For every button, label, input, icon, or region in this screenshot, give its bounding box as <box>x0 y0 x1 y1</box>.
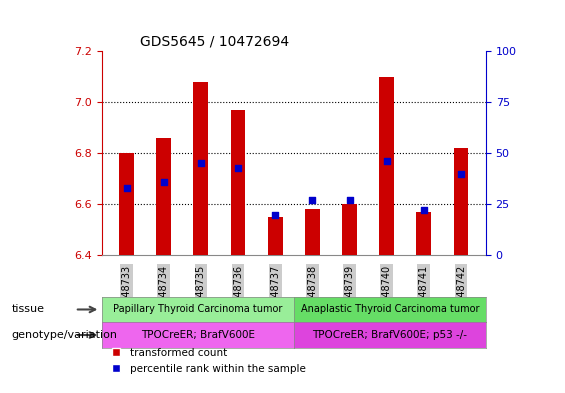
Text: GDS5645 / 10472694: GDS5645 / 10472694 <box>140 35 289 48</box>
Text: TPOCreER; BrafV600E: TPOCreER; BrafV600E <box>141 330 255 340</box>
Bar <box>454 148 468 255</box>
Point <box>159 179 168 185</box>
Point <box>345 197 354 204</box>
Bar <box>379 77 394 255</box>
Point <box>308 197 317 204</box>
Bar <box>231 110 246 255</box>
Bar <box>157 138 171 255</box>
Point <box>122 185 131 191</box>
Point <box>457 171 466 177</box>
Bar <box>119 153 134 255</box>
Text: Anaplastic Thyroid Carcinoma tumor: Anaplastic Thyroid Carcinoma tumor <box>301 305 479 314</box>
Point <box>233 164 242 171</box>
Bar <box>305 209 320 255</box>
Point <box>197 160 206 167</box>
Point <box>419 208 428 214</box>
Point <box>271 211 280 218</box>
Bar <box>268 217 282 255</box>
Text: tissue: tissue <box>11 305 44 314</box>
Bar <box>193 82 208 255</box>
Text: Papillary Thyroid Carcinoma tumor: Papillary Thyroid Carcinoma tumor <box>113 305 282 314</box>
Text: genotype/variation: genotype/variation <box>11 330 118 340</box>
Legend: transformed count, percentile rank within the sample: transformed count, percentile rank withi… <box>107 344 310 378</box>
Bar <box>416 212 431 255</box>
Text: TPOCreER; BrafV600E; p53 -/-: TPOCreER; BrafV600E; p53 -/- <box>312 330 467 340</box>
Bar <box>342 204 357 255</box>
Point <box>382 158 391 165</box>
